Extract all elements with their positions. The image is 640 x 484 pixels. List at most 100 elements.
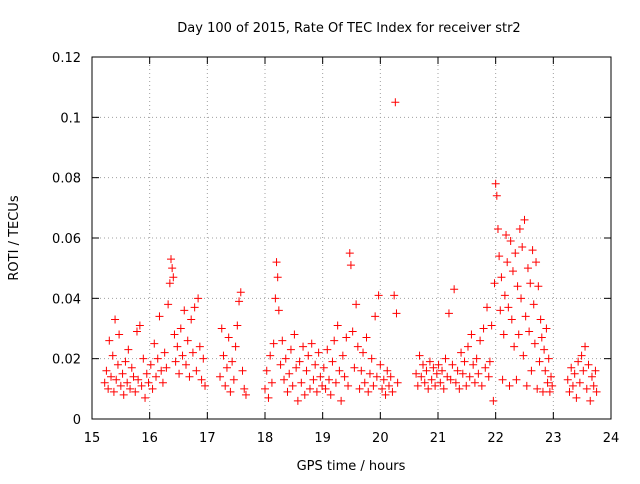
data-point [312, 387, 321, 396]
data-point [495, 252, 504, 261]
data-point [164, 300, 173, 309]
data-point [376, 360, 385, 369]
data-point [346, 261, 355, 270]
data-point [112, 375, 121, 384]
data-point [492, 191, 501, 200]
data-point [465, 372, 474, 381]
data-point [390, 291, 399, 300]
data-point [425, 357, 434, 366]
data-point [169, 273, 178, 282]
data-point [162, 363, 171, 372]
data-point [350, 363, 359, 372]
data-point [273, 273, 282, 282]
data-point [511, 249, 520, 258]
data-point [144, 378, 153, 387]
data-point [126, 384, 135, 393]
data-point [513, 282, 522, 291]
data-point [325, 375, 334, 384]
data-point [384, 381, 393, 390]
data-point [359, 348, 368, 357]
data-point [521, 312, 530, 321]
data-point [484, 372, 493, 381]
data-point [238, 366, 247, 375]
data-point [507, 315, 516, 324]
data-point [422, 366, 431, 375]
data-point [333, 321, 342, 330]
data-point [493, 224, 502, 233]
data-point [374, 291, 383, 300]
data-point [165, 279, 174, 288]
data-point [589, 381, 598, 390]
data-point [221, 381, 230, 390]
data-point [158, 378, 167, 387]
data-point [586, 396, 595, 405]
data-point [483, 303, 492, 312]
data-point [305, 384, 314, 393]
data-point [481, 363, 490, 372]
data-point [293, 396, 302, 405]
data-point [520, 215, 529, 224]
data-point [178, 351, 187, 360]
data-point [187, 315, 196, 324]
data-point [547, 372, 556, 381]
data-point [469, 360, 478, 369]
data-point [261, 384, 269, 393]
data-point [372, 372, 381, 381]
data-point [439, 384, 448, 393]
data-point [134, 375, 143, 384]
data-point [525, 327, 534, 336]
data-point [542, 324, 551, 333]
data-point [424, 384, 433, 393]
data-point [537, 333, 546, 342]
data-point [183, 336, 192, 345]
data-point [262, 366, 271, 375]
data-point [285, 369, 294, 378]
x-tick-label: 22 [487, 431, 504, 446]
data-point [548, 381, 557, 390]
data-point [472, 354, 481, 363]
data-point [280, 375, 289, 384]
data-point [116, 381, 125, 390]
data-point [505, 381, 514, 390]
data-point [441, 354, 450, 363]
data-point [470, 378, 479, 387]
data-point [367, 354, 376, 363]
data-point [535, 357, 544, 366]
data-point [102, 366, 111, 375]
data-point [490, 279, 499, 288]
data-point [236, 288, 245, 297]
data-point [487, 321, 496, 330]
axis-ticks: 15 16 17 18 19 20 21 22 23 24 0 0.02 0.04 0.06 0.08 0.1… [52, 51, 619, 446]
data-point [295, 357, 304, 366]
data-point [499, 330, 508, 339]
data-point [323, 345, 332, 354]
data-point [436, 378, 445, 387]
data-point [344, 381, 353, 390]
data-point [328, 357, 337, 366]
data-point [540, 345, 549, 354]
data-point [584, 360, 593, 369]
data-point [533, 384, 542, 393]
data-point [224, 333, 233, 342]
data-point [510, 342, 519, 351]
data-point [199, 354, 208, 363]
data-point [135, 321, 144, 330]
data-point [168, 264, 177, 273]
data-point [379, 375, 388, 384]
data-point [575, 378, 584, 387]
data-point [386, 372, 395, 381]
data-point [523, 264, 532, 273]
data-point [190, 303, 199, 312]
data-point [142, 369, 151, 378]
data-point [219, 351, 228, 360]
data-point [100, 378, 109, 387]
data-point [391, 98, 400, 107]
data-point [266, 351, 275, 360]
data-point [462, 381, 471, 390]
data-point [530, 339, 539, 348]
data-point [137, 381, 146, 390]
data-point [357, 366, 366, 375]
data-point [565, 387, 574, 396]
plot-frame [91, 56, 612, 420]
